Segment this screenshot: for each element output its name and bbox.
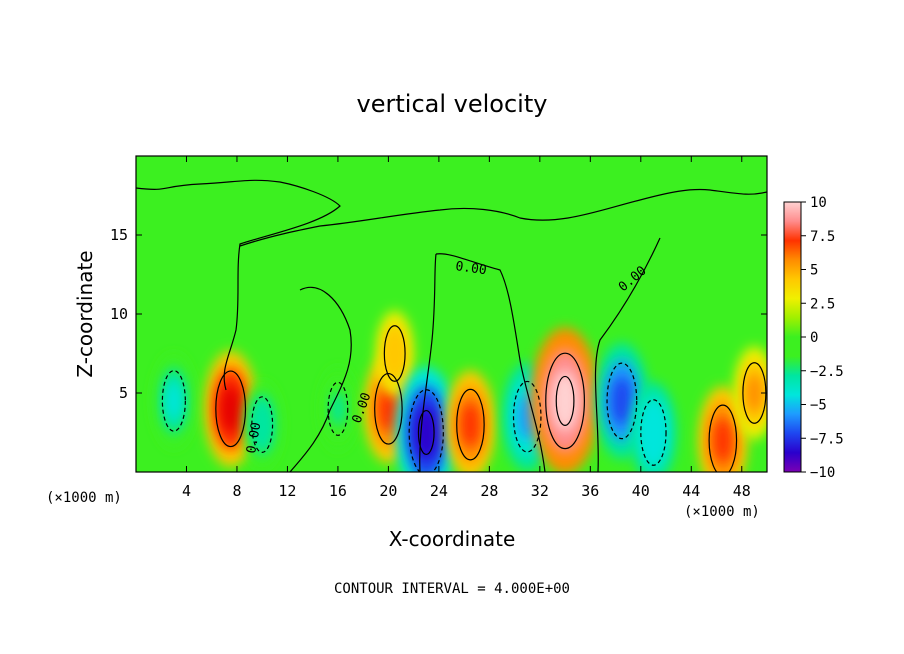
zero-contour-line [435, 253, 546, 472]
x-tick-label: 28 [480, 482, 498, 500]
colorbar-tick-label: −5 [810, 398, 827, 414]
velocity-cell-core [165, 381, 183, 421]
x-tick-label: 4 [182, 482, 191, 500]
velocity-cell-contour [161, 370, 186, 432]
velocity-cell-contour [383, 325, 406, 382]
colorbar-tick-label: 7.5 [810, 229, 835, 245]
x-tick-label: 44 [682, 482, 700, 500]
velocity-cell-core [713, 417, 733, 463]
x-tick-label: 8 [232, 482, 241, 500]
zero-contour-line [136, 179, 341, 391]
colorbar-tick-label: 0 [810, 330, 818, 346]
velocity-cell-core [551, 370, 579, 432]
velocity-cell-contour [512, 380, 542, 453]
velocity-cell-contour [251, 396, 274, 453]
y-tick-label: 15 [110, 226, 128, 244]
velocity-cell-contour [215, 370, 247, 448]
velocity-cell-core [611, 376, 633, 426]
colorbar-tick-label: 2.5 [810, 296, 835, 312]
zero-contour-line [419, 253, 437, 472]
zero-contour-line [239, 188, 767, 247]
x-tick-label: 16 [329, 482, 347, 500]
zero-contour-line [289, 286, 352, 472]
velocity-cell-core [746, 373, 763, 413]
y-tick-label: 10 [110, 305, 128, 323]
y-axis: 5 10 15 [110, 226, 767, 402]
colorbar-tick-label: −2.5 [810, 364, 844, 380]
velocity-cell-contour [545, 352, 586, 450]
velocity-cell-contour [374, 372, 403, 445]
colorbar-tick-label: −7.5 [810, 431, 844, 447]
velocity-cell-contour [327, 381, 349, 436]
velocity-cell-core [220, 384, 242, 433]
x-tick-label: 36 [581, 482, 599, 500]
x-axis-label: X-coordinate [389, 527, 516, 551]
velocity-cell-contour [606, 362, 638, 440]
velocity-cell-contour [640, 399, 667, 466]
contour-interval: CONTOUR INTERVAL = 4.000E+00 [334, 581, 570, 597]
velocity-cell-inner-contour [555, 375, 575, 426]
x-unit-label: (×1000 m) [46, 490, 122, 506]
zero-contour-line [594, 237, 661, 472]
velocity-cell-core [460, 402, 481, 448]
x-tick-label: 12 [278, 482, 296, 500]
colorbar-tick-label: 10 [810, 195, 827, 211]
x-tick-label: 40 [632, 482, 650, 500]
colorbar-tick-label: 5 [810, 263, 818, 279]
chart-title: vertical velocity [357, 90, 548, 118]
velocity-cell-inner-contour [417, 409, 435, 456]
contour-label-4: 0.00 [244, 421, 264, 454]
colorbar [783, 201, 802, 473]
colorbar-ticks: 10 7.5 5 2.5 0 −2.5 −5 −7.5 −10 [801, 195, 844, 481]
y-axis-label: Z-coordinate [73, 250, 97, 377]
velocity-field [153, 310, 767, 472]
velocity-cell-core [330, 391, 345, 426]
y-tick-label: 5 [119, 384, 128, 402]
velocity-cell-core [387, 335, 403, 372]
velocity-cell-core [414, 405, 439, 460]
x-tick-label: 48 [733, 482, 751, 500]
velocity-cell-contour [708, 404, 738, 472]
velocity-cell-contour [456, 388, 485, 461]
x-tick-label: 24 [430, 482, 448, 500]
velocity-cell-core [254, 406, 270, 443]
x-tick-label: 32 [531, 482, 549, 500]
contour-lines [136, 179, 767, 472]
colorbar-tick-label: −10 [810, 465, 835, 481]
x-axis: 4 8 12 16 20 24 28 32 36 40 44 48 [182, 156, 751, 500]
x-tick-label: 20 [379, 482, 397, 500]
velocity-cell-core [378, 386, 399, 432]
x-unit-label-right: (×1000 m) [684, 504, 760, 520]
contour-label-1: 0.00 [454, 259, 487, 278]
velocity-cell-core [644, 411, 663, 454]
